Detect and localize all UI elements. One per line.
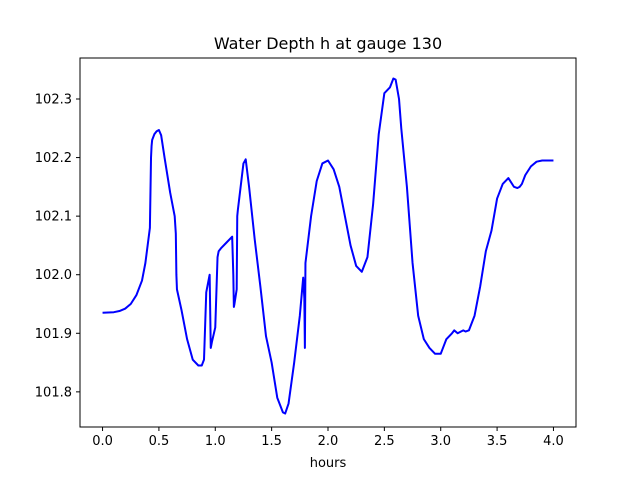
y-tick-label: 102.2 [35,151,72,166]
x-tick-label: 4.0 [543,434,564,449]
series-line-0 [102,77,554,415]
y-tick-label: 102.1 [35,210,72,225]
y-tick-label: 102.3 [35,93,72,108]
y-tick-label: 102.0 [35,268,72,283]
x-tick-label: 1.5 [261,434,282,449]
x-axis-ticks: 0.0 0.5 1.0 1.5 2.0 2.5 3.0 3.5 4.0 [92,427,564,449]
y-tick-label: 101.8 [35,385,72,400]
chart-title: Water Depth h at gauge 130 [214,34,442,53]
plot-background [80,58,576,427]
series-layer [102,77,554,415]
x-axis-label: hours [310,456,347,471]
x-tick-label: 3.5 [487,434,508,449]
x-tick-label: 2.5 [374,434,395,449]
x-tick-label: 0.0 [92,434,113,449]
x-tick-label: 3.0 [430,434,451,449]
x-tick-label: 1.0 [205,434,226,449]
y-tick-label: 101.9 [35,327,72,342]
x-tick-label: 0.5 [149,434,170,449]
x-tick-label: 2.0 [318,434,339,449]
y-axis-ticks: 101.8 101.9 102.0 102.1 102.2 102.3 [35,93,80,400]
